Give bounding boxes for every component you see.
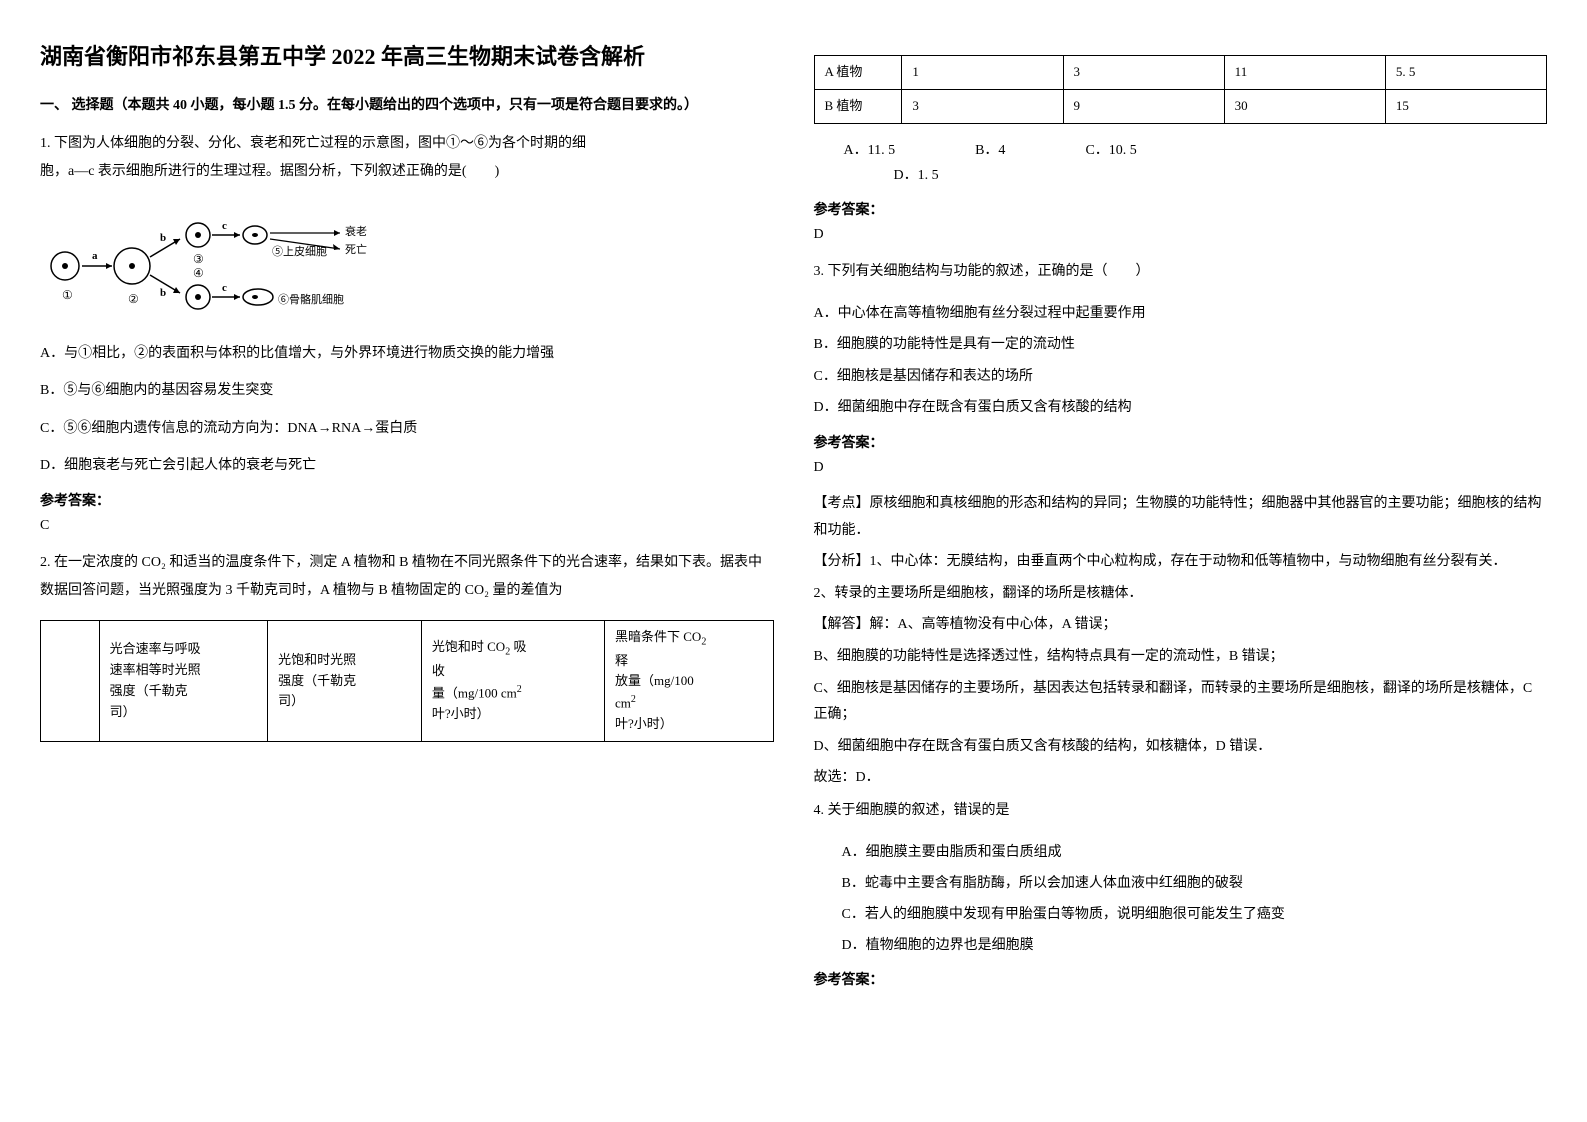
table-row-b: B 植物 3 9 30 15 bbox=[814, 89, 1547, 123]
svg-text:⑥骨骼肌细胞: ⑥骨骼肌细胞 bbox=[278, 292, 344, 306]
q1-opt-d: D．细胞衰老与死亡会引起人体的衰老与死亡 bbox=[40, 453, 774, 478]
question-1: 1. 下图为人体细胞的分裂、分化、衰老和死亡过程的示意图，图中①～⑥为各个时期的… bbox=[40, 130, 774, 186]
q4-opt-b: B．蛇毒中主要含有脂肪酶，所以会加速人体血液中红细胞的破裂 bbox=[842, 871, 1548, 896]
question-2: 2. 在一定浓度的 CO₂ 和适当的温度条件下，测定 A 植物和 B 植物在不同… bbox=[40, 549, 774, 605]
q3-answer: D bbox=[814, 460, 1548, 476]
q3-opt-d: D．细菌细胞中存在既含有蛋白质又含有核酸的结构 bbox=[814, 395, 1548, 422]
q1-opt-a: A．与①相比，②的表面积与体积的比值增大，与外界环境进行物质交换的能力增强 bbox=[40, 341, 774, 366]
svg-text:a: a bbox=[92, 250, 98, 262]
q3-explain-header: 【解答】解：A、高等植物没有中心体，A 错误； bbox=[814, 612, 1548, 639]
t1-c5: 黑暗条件下 CO2释放量（mg/100cm2叶?小时） bbox=[605, 620, 774, 741]
q2-opt-d: D．1. 5 bbox=[894, 164, 1548, 184]
svg-text:死亡: 死亡 bbox=[345, 242, 367, 256]
q3-explain-d: D、细菌细胞中存在既含有蛋白质又含有核酸的结构，如核糖体，D 错误． bbox=[814, 734, 1548, 761]
svg-text:②: ② bbox=[128, 292, 139, 306]
q1-line1: 1. 下图为人体细胞的分裂、分化、衰老和死亡过程的示意图，图中①～⑥为各个时期的… bbox=[40, 130, 774, 158]
t1-c3: 光饱和时光照强度（千勒克司） bbox=[268, 620, 422, 741]
t1-c4: 光饱和时 CO2 吸收量（mg/100 cm2叶?小时） bbox=[421, 620, 604, 741]
q1-diagram: ① a ② b b ③ bbox=[40, 201, 774, 326]
svg-text:衰老: 衰老 bbox=[345, 224, 367, 238]
exam-title: 湖南省衡阳市祁东县第五中学 2022 年高三生物期末试卷含解析 bbox=[40, 40, 774, 73]
q2-answer: D bbox=[814, 227, 1548, 243]
q3-opt-b: B．细胞膜的功能特性是具有一定的流动性 bbox=[814, 332, 1548, 359]
q1-opt-c: C．⑤⑥细胞内遗传信息的流动方向为：DNA→RNA→蛋白质 bbox=[40, 416, 774, 441]
question-4: 4. 关于细胞膜的叙述，错误的是 bbox=[814, 797, 1548, 825]
question-3: 3. 下列有关细胞结构与功能的叙述，正确的是（ ） bbox=[814, 258, 1548, 286]
q3-explain-b: B、细胞膜的功能特性是选择透过性，结构特点具有一定的流动性，B 错误； bbox=[814, 644, 1548, 671]
q2-table-data: A 植物 1 3 11 5. 5 B 植物 3 9 30 15 bbox=[814, 55, 1548, 124]
q4-opt-d: D．植物细胞的边界也是细胞膜 bbox=[842, 933, 1548, 958]
t1-c2: 光合速率与呼吸速率相等时光照强度（千勒克司） bbox=[99, 620, 267, 741]
q1-opt-b: B．⑤与⑥细胞内的基因容易发生突变 bbox=[40, 378, 774, 403]
svg-text:③: ③ bbox=[193, 252, 204, 266]
q2-opt-b: B．4 bbox=[975, 139, 1005, 159]
table-row-a: A 植物 1 3 11 5. 5 bbox=[814, 56, 1547, 90]
q2-table-header: 光合速率与呼吸速率相等时光照强度（千勒克司） 光饱和时光照强度（千勒克司） 光饱… bbox=[40, 620, 774, 742]
q3-opt-a: A．中心体在高等植物细胞有丝分裂过程中起重要作用 bbox=[814, 301, 1548, 328]
q1-answer-label: 参考答案： bbox=[40, 490, 774, 510]
q3-opt-c: C．细胞核是基因储存和表达的场所 bbox=[814, 364, 1548, 391]
q1-line2: 胞，a—c 表示细胞所进行的生理过程。据图分析，下列叙述正确的是( ) bbox=[40, 158, 774, 186]
q3-answer-label: 参考答案： bbox=[814, 432, 1548, 452]
q2-answer-label: 参考答案： bbox=[814, 199, 1548, 219]
q3-final: 故选：D． bbox=[814, 765, 1548, 792]
q4-opt-a: A．细胞膜主要由脂质和蛋白质组成 bbox=[842, 840, 1548, 865]
svg-text:①: ① bbox=[62, 288, 73, 302]
q1-answer: C bbox=[40, 518, 774, 534]
q3-explain-c: C、细胞核是基因储存的主要场所，基因表达包括转录和翻译，而转录的主要场所是细胞核… bbox=[814, 676, 1548, 729]
q4-answer-label: 参考答案： bbox=[814, 969, 1548, 989]
svg-text:b: b bbox=[160, 232, 166, 244]
q2-opt-c: C．10. 5 bbox=[1085, 139, 1136, 159]
svg-text:⑤上皮细胞: ⑤上皮细胞 bbox=[272, 245, 327, 258]
q3-analysis1: 【分析】1、中心体：无膜结构，由垂直两个中心粒构成，存在于动物和低等植物中，与动… bbox=[814, 549, 1548, 576]
q3-analysis2: 2、转录的主要场所是细胞核，翻译的场所是核糖体． bbox=[814, 581, 1548, 608]
svg-text:b: b bbox=[160, 287, 166, 299]
svg-text:c: c bbox=[222, 282, 227, 294]
t1-c1 bbox=[41, 620, 100, 741]
section-header: 一、 选择题（本题共 40 小题，每小题 1.5 分。在每小题给出的四个选项中，… bbox=[40, 93, 774, 118]
q2-options-row1: A．11. 5 B．4 C．10. 5 bbox=[844, 139, 1548, 159]
q3-kaodian: 【考点】原核细胞和真核细胞的形态和结构的异同；生物膜的功能特性；细胞器中其他器官… bbox=[814, 491, 1548, 544]
q4-opt-c: C．若人的细胞膜中发现有甲胎蛋白等物质，说明细胞很可能发生了癌变 bbox=[842, 902, 1548, 927]
q2-opt-a: A．11. 5 bbox=[844, 139, 896, 159]
svg-text:c: c bbox=[222, 220, 227, 232]
svg-text:④: ④ bbox=[193, 266, 204, 280]
